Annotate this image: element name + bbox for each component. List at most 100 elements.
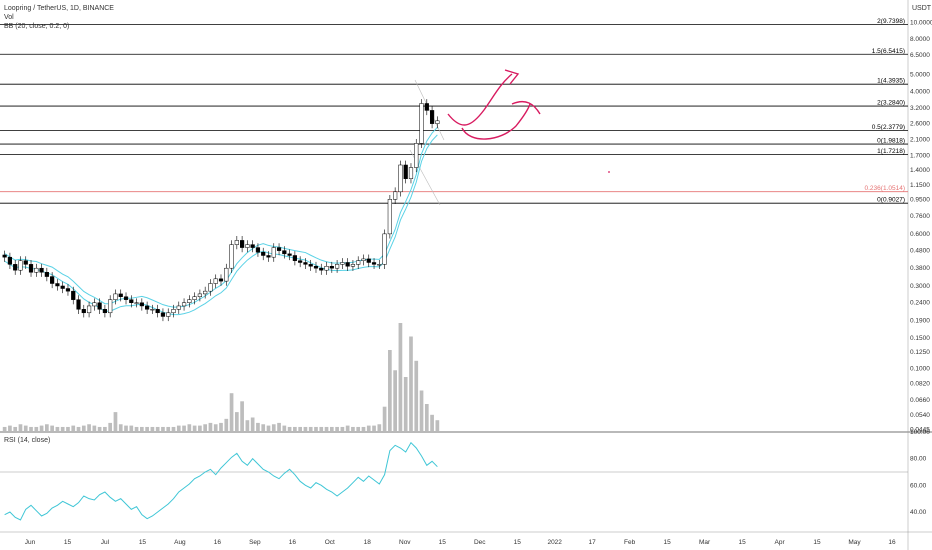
price-tick-label: 0.0660: [910, 397, 930, 404]
time-tick-label: Feb: [624, 539, 636, 546]
price-tick-label: 10.0000: [910, 19, 932, 26]
candle-body: [34, 267, 39, 273]
volume-bar: [39, 425, 44, 431]
candle-body: [371, 262, 377, 265]
volume-bar: [256, 422, 260, 431]
fib-level-label: 0(0.9027): [877, 197, 905, 204]
volume-bar: [277, 422, 281, 431]
candle-body: [234, 240, 239, 245]
price-tick-label: 0.1000: [910, 366, 930, 373]
price-tick-label: 0.1250: [910, 349, 930, 356]
volume-bar: [245, 420, 250, 431]
fib-level-label: 0.5(2.3779): [872, 124, 905, 131]
bollinger-bands: [4, 127, 438, 316]
vol-legend: Vol: [4, 14, 14, 21]
candle-body: [308, 264, 313, 267]
volume-bar: [8, 425, 12, 431]
volume-bar: [234, 412, 239, 431]
volume-bar: [293, 426, 297, 431]
annotation-arrowhead-curve: [511, 100, 541, 115]
candle-body: [393, 191, 398, 200]
candle-body: [424, 103, 429, 111]
volume-bar: [324, 426, 329, 431]
candle-body: [50, 276, 55, 284]
volume-bar: [319, 426, 324, 431]
volume-bars: [2, 323, 440, 431]
candle-body: [377, 264, 382, 266]
volume-bar: [356, 426, 361, 431]
volume-bar: [203, 424, 208, 431]
candle-body: [350, 264, 356, 267]
volume-bar: [282, 425, 287, 431]
price-tick-label: 1.4000: [910, 167, 930, 174]
volume-bar: [108, 422, 113, 431]
candle-body: [356, 260, 361, 265]
annotation-drawings: [447, 69, 610, 173]
candle-body: [324, 266, 329, 271]
volume-bar: [388, 350, 392, 431]
volume-bar: [124, 425, 128, 431]
price-tick-label: 1.1500: [910, 182, 930, 189]
candle-body: [76, 299, 81, 310]
volume-bar: [97, 426, 102, 431]
time-tick-label: Nov: [399, 539, 411, 546]
candle-body: [44, 272, 49, 277]
fib-level-label: 2(3.2840): [877, 100, 905, 107]
candle-body: [208, 283, 213, 292]
candle-body: [39, 267, 44, 273]
time-tick-label: Dec: [474, 539, 486, 546]
time-tick-label: Jun: [25, 539, 36, 546]
candle-body: [134, 302, 139, 304]
candle-body: [429, 110, 435, 124]
time-tick-label: 16: [214, 539, 222, 546]
candle-body: [361, 258, 366, 261]
volume-bar: [34, 426, 39, 431]
time-tick-label: Oct: [325, 539, 335, 546]
annotation-arrow-up: [447, 73, 513, 126]
volume-bar: [271, 424, 276, 431]
candle-body: [250, 244, 255, 248]
price-tick-label: 0.0820: [910, 380, 930, 387]
volume-bar: [419, 390, 424, 431]
candle-body: [160, 312, 166, 317]
candle-body: [229, 244, 234, 269]
volume-bar: [303, 426, 308, 431]
volume-bar: [240, 401, 244, 431]
time-axis: Jun 15 Jul 15 Aug 16 Sep 16 Oct 18 Nov 15 Dec 15 2022 1…: [25, 539, 896, 546]
candle-body: [313, 266, 319, 269]
fib-levels: 2(9.7398) 1.5(6.5415) 1(4.3935) 2(3.2840) 0.…: [0, 18, 908, 206]
time-tick-label: 17: [589, 539, 597, 546]
candle-body: [166, 312, 171, 317]
candle-body: [145, 305, 150, 310]
price-tick-label: 0.0540: [910, 412, 930, 419]
candle-body: [334, 264, 340, 269]
time-tick-label: 16: [289, 539, 297, 546]
volume-bar: [314, 426, 318, 431]
volume-bar: [76, 426, 81, 431]
price-tick-label: 0.4800: [910, 248, 930, 255]
candle-body: [92, 302, 97, 307]
candle-body: [271, 247, 276, 258]
time-tick-label: 15: [439, 539, 447, 546]
price-tick-label: 0.1900: [910, 317, 930, 324]
time-tick-label: Sep: [249, 539, 261, 546]
volume-bar: [161, 426, 165, 431]
volume-bar: [66, 426, 70, 431]
price-tick-label: 2.1000: [910, 137, 930, 144]
rsi-legend: RSI (14, close): [4, 437, 51, 444]
rsi-panel: [0, 441, 908, 521]
volume-bar: [81, 425, 86, 431]
candle-body: [203, 290, 208, 295]
price-tick-label: 6.5000: [910, 52, 930, 59]
candle-body: [213, 278, 218, 284]
price-tick-label: 0.2400: [910, 300, 930, 307]
candle-body: [192, 296, 197, 300]
candle-body: [28, 264, 34, 273]
volume-bar: [29, 426, 33, 431]
currency-label: USDT: [912, 5, 932, 12]
candle-body: [171, 309, 176, 314]
candle-body: [55, 283, 60, 287]
price-tick-label: 4.0000: [910, 88, 930, 95]
rsi-line: [4, 441, 438, 521]
